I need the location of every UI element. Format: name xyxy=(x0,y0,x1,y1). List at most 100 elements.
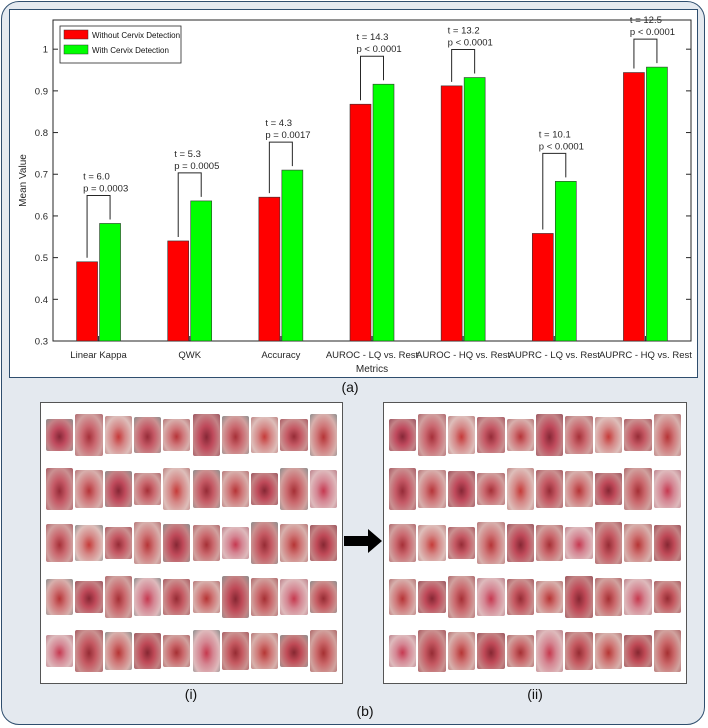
after-thumbnail xyxy=(506,418,534,452)
before-thumbnail xyxy=(104,415,132,455)
before-thumbnail xyxy=(75,580,103,614)
after-thumbnail xyxy=(506,523,534,563)
before-thumbnail xyxy=(221,526,250,560)
bar-without-cervix-detection xyxy=(76,261,98,342)
legend-swatch xyxy=(63,44,89,55)
panel-label-a: (a) xyxy=(341,379,359,395)
before-thumbnail xyxy=(46,523,74,563)
annotation-t-value: t = 5.3 xyxy=(174,149,201,160)
before-thumbnail xyxy=(163,579,191,615)
before-thumbnail xyxy=(104,526,132,560)
after-thumbnail xyxy=(624,523,652,563)
before-thumbnail xyxy=(133,417,162,453)
annotation-t-value: t = 10.1 xyxy=(539,129,571,140)
before-thumbnail xyxy=(280,579,308,615)
before-thumbnail xyxy=(133,633,162,669)
before-thumbnail xyxy=(104,575,132,619)
before-thumbnail xyxy=(46,634,74,668)
x-tick-label: Linear Kappa xyxy=(70,350,127,361)
before-thumbnail xyxy=(280,418,308,452)
after-thumbnail xyxy=(418,413,446,457)
after-thumbnail xyxy=(624,634,652,668)
significance-bracket xyxy=(451,49,476,82)
before-thumbnail xyxy=(192,525,220,561)
chart-panel: 0.3 0.4 0.5 0.6 0.7 0.8 0.9 1 Mean Value Metrics L… xyxy=(9,9,698,378)
after-thumbnail xyxy=(594,417,623,453)
before-thumbnail xyxy=(46,418,74,452)
after-thumbnail xyxy=(565,415,593,455)
after-thumbnail xyxy=(477,633,505,669)
y-tick-label: 0.5 xyxy=(35,253,48,264)
after-thumbnail xyxy=(447,575,476,619)
significance-bracket xyxy=(633,38,658,69)
before-thumbnail xyxy=(46,467,74,511)
before-thumbnail xyxy=(251,521,279,565)
after-thumbnail xyxy=(653,413,681,457)
y-tick-label: 0.6 xyxy=(35,211,48,222)
y-axis-label: Mean Value xyxy=(18,154,29,207)
arrow-right-icon xyxy=(344,529,382,553)
panel-label-ii: (ii) xyxy=(527,686,543,702)
significance-bracket xyxy=(268,141,293,194)
bar-without-cervix-detection xyxy=(349,103,372,342)
after-thumbnail xyxy=(565,575,593,619)
x-tick-label: AUROC - HQ vs. Rest xyxy=(416,350,510,361)
after-thumbnail xyxy=(653,525,681,561)
after-thumbnail xyxy=(624,467,652,511)
after-thumbnail xyxy=(418,469,446,509)
annotation-t-value: t = 4.3 xyxy=(265,118,292,129)
after-thumbnail xyxy=(624,418,652,452)
bar-chart: 0.3 0.4 0.5 0.6 0.7 0.8 0.9 1 Mean Value Metrics L… xyxy=(18,15,692,375)
after-thumbnail xyxy=(594,633,623,669)
x-tick-label: AUPRC - LQ vs. Rest xyxy=(509,350,601,361)
before-thumbnail xyxy=(75,629,103,673)
bar-without-cervix-detection xyxy=(167,240,190,342)
before-thumbnail xyxy=(163,634,191,668)
x-tick-label: AUROC - LQ vs. Rest xyxy=(326,350,419,361)
before-thumbnail xyxy=(309,413,337,457)
before-thumbnail xyxy=(309,469,337,509)
panel-label-b: (b) xyxy=(356,703,374,719)
after-thumbnail xyxy=(447,631,476,671)
bar-without-cervix-detection xyxy=(531,233,554,342)
before-thumbnail xyxy=(280,634,308,668)
annotation-p-value: p < 0.0001 xyxy=(539,141,584,152)
bar-without-cervix-detection xyxy=(258,196,281,342)
before-thumbnail xyxy=(163,418,191,452)
annotation-p-value: p = 0.0017 xyxy=(265,130,310,141)
before-thumbnail xyxy=(46,579,74,615)
after-thumbnail xyxy=(389,523,417,563)
annotation-t-value: t = 6.0 xyxy=(83,171,110,182)
annotation-t-value: t = 14.3 xyxy=(357,32,389,43)
after-thumbnail xyxy=(653,629,681,673)
after-thumbnail xyxy=(506,579,534,615)
before-thumbnail xyxy=(251,472,279,506)
after-thumbnail xyxy=(447,415,476,455)
before-thumbnail xyxy=(309,580,337,614)
annotation-p-value: p < 0.0001 xyxy=(630,27,675,38)
after-thumbnail xyxy=(594,472,623,506)
after-thumbnail xyxy=(477,472,505,506)
annotation-p-value: p = 0.0003 xyxy=(83,183,128,194)
after-thumbnail xyxy=(389,634,417,668)
plot-area xyxy=(52,19,692,342)
after-thumbnail xyxy=(653,469,681,509)
before-thumbnail xyxy=(251,633,279,669)
before-thumbnail xyxy=(133,472,162,506)
bar-with-cervix-detection xyxy=(554,181,577,342)
after-thumbnail xyxy=(565,471,593,507)
image-grid-after xyxy=(383,402,687,684)
panel-label-i: (i) xyxy=(184,686,198,702)
significance-bracket xyxy=(177,172,202,237)
after-thumbnail xyxy=(594,521,623,565)
before-thumbnail xyxy=(280,467,308,511)
after-thumbnail xyxy=(506,634,534,668)
y-tick-label: 0.9 xyxy=(35,86,48,97)
legend-label: Without Cervix Detection xyxy=(92,31,180,40)
annotation-p-value: p < 0.0001 xyxy=(448,38,493,49)
before-thumbnail xyxy=(192,629,220,673)
after-thumbnail xyxy=(389,467,417,511)
before-thumbnail xyxy=(221,575,250,619)
before-thumbnail xyxy=(163,467,191,511)
bar-without-cervix-detection xyxy=(440,85,463,342)
